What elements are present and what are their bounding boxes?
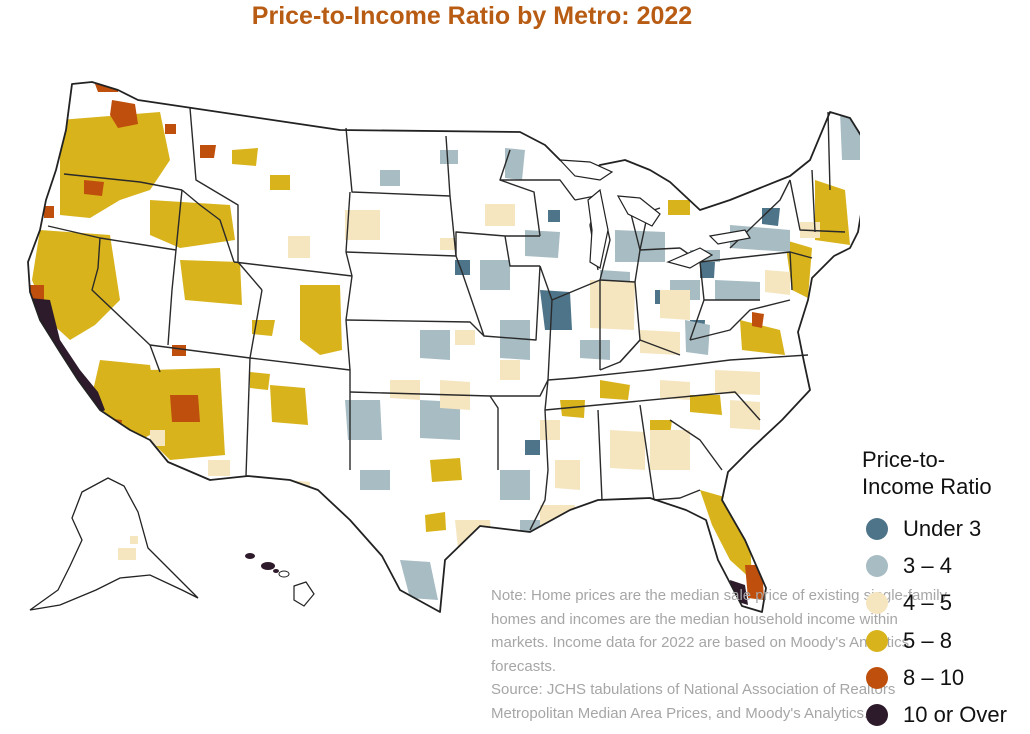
legend-item: Under 3 <box>862 510 1030 547</box>
legend-swatch <box>866 554 888 577</box>
source-line: Metropolitan Median Area Prices, and Moo… <box>491 704 869 722</box>
note-line: homes and incomes are the median househo… <box>491 610 898 628</box>
note-line: markets. Income data for 2022 are based … <box>491 634 910 651</box>
legend-item: 4 – 5 <box>862 585 1030 622</box>
great-lakes <box>558 159 751 269</box>
legend-item: 3 – 4 <box>862 547 1030 584</box>
legend-label: 3 – 4 <box>903 552 952 578</box>
alaska-metros <box>118 536 138 560</box>
map-title: Price-to-Income Ratio by Metro: 2022 <box>251 2 693 30</box>
hawaii-islands <box>245 553 315 607</box>
legend-swatch <box>866 629 888 652</box>
legend-label: 10 or Over <box>903 702 1007 728</box>
legend-swatch <box>866 666 888 689</box>
note-line: forecasts. <box>491 657 557 675</box>
note-line: Note: Home prices are the median sale pr… <box>491 587 948 604</box>
source-line: Source: JCHS tabulations of National Ass… <box>491 681 896 698</box>
legend-swatch <box>866 517 888 540</box>
legend-swatch <box>866 592 888 615</box>
map-note: Note: Home prices are the median sale pr… <box>491 584 1030 725</box>
legend-title-line: Price-to- <box>862 447 946 472</box>
legend-item: 5 – 8 <box>862 622 1030 659</box>
legend-item: 8 – 10 <box>862 659 1030 696</box>
legend-swatch <box>866 704 888 727</box>
legend-title-line: Income Ratio <box>862 474 992 499</box>
legend-item: 10 or Over <box>862 696 1030 733</box>
us-metro-map <box>27 81 860 613</box>
legend-label: 5 – 8 <box>903 627 952 653</box>
map-legend: Price-to- Income Ratio Under 3 3 – 4 4 – 5… <box>862 446 1030 734</box>
legend-label: Under 3 <box>903 515 982 541</box>
metro-areas <box>30 84 860 605</box>
legend-title: Price-to- Income Ratio <box>862 446 1030 500</box>
us-coastline <box>27 81 860 613</box>
alaska-outline <box>29 477 199 611</box>
legend-label: 8 – 10 <box>903 664 965 690</box>
legend-label: 4 – 5 <box>903 590 952 616</box>
